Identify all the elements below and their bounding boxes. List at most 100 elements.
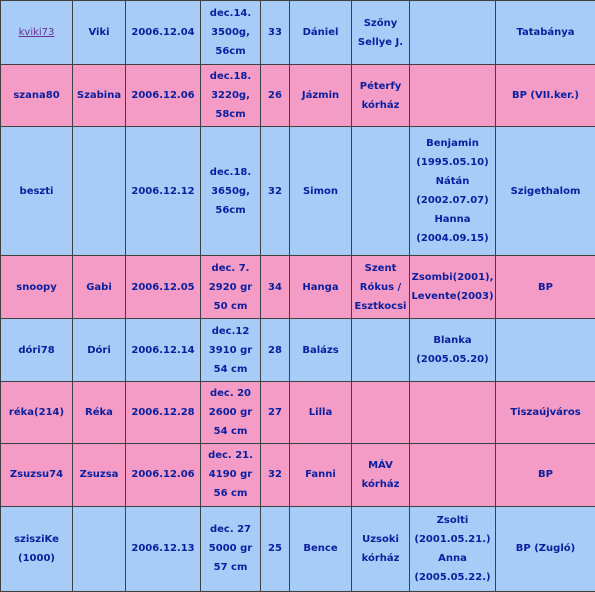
siblings-line: Hanna bbox=[434, 214, 471, 226]
baby-line: 56 cm bbox=[213, 488, 248, 500]
table-row: Zsuzsu74 Zsuzsa 2006.12.06 dec. 21. 4190 gr 5… bbox=[0, 442, 595, 507]
name-cell bbox=[72, 505, 126, 592]
siblings-line: Zsombi(2001), bbox=[411, 272, 494, 284]
table-row: réka(214) Réka 2006.12.28 dec. 20 2600 gr 54 … bbox=[0, 380, 595, 444]
baby-cell: dec.12 3910 gr 54 cm bbox=[200, 318, 261, 382]
baby-line: 56cm bbox=[215, 204, 246, 216]
user-cell: szana80 bbox=[0, 64, 73, 128]
hospital-line: kórház bbox=[361, 552, 400, 564]
user-cell: dóri78 bbox=[0, 318, 73, 382]
hospital-line: Uzsoki bbox=[362, 533, 399, 545]
siblings-line: Levente(2003) bbox=[411, 291, 494, 303]
baby-line: 3650g, bbox=[211, 185, 250, 197]
baby-cell: dec.18. 3220g, 58cm bbox=[200, 64, 261, 128]
baby-line: dec.18. bbox=[209, 166, 252, 178]
date-cell: 2006.12.06 bbox=[125, 64, 201, 128]
name-cell bbox=[72, 126, 126, 257]
baby-line: dec. 20 bbox=[209, 387, 252, 399]
baby-line: 54 cm bbox=[213, 425, 248, 437]
date-cell: 2006.12.06 bbox=[125, 442, 201, 507]
baby-line: 3220g, bbox=[211, 90, 250, 102]
child-name-cell: Bence bbox=[289, 505, 352, 592]
baby-cell: dec. 7. 2920 gr 50 cm bbox=[200, 255, 261, 320]
user-cell: beszti bbox=[0, 126, 73, 257]
hospital-line: kórház bbox=[361, 478, 400, 490]
child-name-cell: Fanni bbox=[289, 442, 352, 507]
siblings-line: (2005.05.20) bbox=[416, 354, 489, 366]
child-name-cell: Jázmin bbox=[289, 64, 352, 128]
age-cell: 33 bbox=[260, 0, 290, 66]
child-name-cell: Simon bbox=[289, 126, 352, 257]
table-row: szisziKe (1000) 2006.12.13 dec. 27 5000 gr 5… bbox=[0, 505, 595, 592]
hospital-line: Szent bbox=[364, 262, 397, 274]
age-cell: 28 bbox=[260, 318, 290, 382]
child-name-cell: Balázs bbox=[289, 318, 352, 382]
user-profile-link[interactable]: kviki73 bbox=[18, 27, 55, 39]
city-cell bbox=[495, 318, 595, 382]
baby-cell: dec. 20 2600 gr 54 cm bbox=[200, 380, 261, 444]
siblings-cell: Zsolti (2001.05.21.) Anna (2005.05.22.) bbox=[409, 505, 496, 592]
table-row: beszti 2006.12.12 dec.18. 3650g, 56cm 32 Simon… bbox=[0, 126, 595, 257]
baby-line: 2600 gr bbox=[208, 406, 253, 418]
name-cell: Réka bbox=[72, 380, 126, 444]
table-row: szana80 Szabina 2006.12.06 dec.18. 3220g, 58c… bbox=[0, 64, 595, 128]
city-cell: Szigethalom bbox=[495, 126, 595, 257]
date-cell: 2006.12.14 bbox=[125, 318, 201, 382]
hospital-cell bbox=[351, 318, 410, 382]
date-cell: 2006.12.28 bbox=[125, 380, 201, 444]
hospital-cell: Uzsoki kórház bbox=[351, 505, 410, 592]
table-row: kviki73 Viki 2006.12.04 dec.14. 3500g, 56cm 33… bbox=[0, 0, 595, 66]
baby-cell: dec. 21. 4190 gr 56 cm bbox=[200, 442, 261, 507]
baby-line: dec. 7. bbox=[211, 262, 250, 274]
hospital-cell: Péterfy kórház bbox=[351, 64, 410, 128]
age-cell: 25 bbox=[260, 505, 290, 592]
siblings-line: (2005.05.22.) bbox=[414, 571, 491, 583]
child-name-cell: Hanga bbox=[289, 255, 352, 320]
baby-line: 54 cm bbox=[213, 363, 248, 375]
siblings-line: Anna bbox=[438, 552, 467, 564]
age-cell: 34 bbox=[260, 255, 290, 320]
name-cell: Zsuzsa bbox=[72, 442, 126, 507]
hospital-line: kórház bbox=[361, 99, 400, 111]
siblings-cell: Benjamin (1995.05.10) Nátán (2002.07.07) Han… bbox=[409, 126, 496, 257]
siblings-cell bbox=[409, 442, 496, 507]
siblings-line: Blanka bbox=[433, 335, 472, 347]
name-cell: Szabina bbox=[72, 64, 126, 128]
name-cell: Viki bbox=[72, 0, 126, 66]
user-cell: Zsuzsu74 bbox=[0, 442, 73, 507]
baby-line: 58cm bbox=[215, 109, 246, 121]
city-cell: BP (Zugló) bbox=[495, 505, 595, 592]
hospital-line: Péterfy bbox=[359, 80, 402, 92]
baby-line: 2920 gr bbox=[208, 281, 253, 293]
siblings-cell bbox=[409, 0, 496, 66]
table-row: dóri78 Dóri 2006.12.14 dec.12 3910 gr 54 cm 28… bbox=[0, 318, 595, 382]
city-cell: BP bbox=[495, 255, 595, 320]
baby-line: 56cm bbox=[215, 46, 246, 58]
date-cell: 2006.12.13 bbox=[125, 505, 201, 592]
siblings-line: (2004.09.15) bbox=[416, 233, 489, 245]
baby-line: dec. 21. bbox=[208, 450, 253, 462]
date-cell: 2006.12.05 bbox=[125, 255, 201, 320]
city-cell: Tatabánya bbox=[495, 0, 595, 66]
hospital-line: Esztkocsi bbox=[354, 300, 407, 312]
baby-cell: dec.14. 3500g, 56cm bbox=[200, 0, 261, 66]
age-cell: 32 bbox=[260, 126, 290, 257]
name-cell: Dóri bbox=[72, 318, 126, 382]
age-cell: 32 bbox=[260, 442, 290, 507]
hospital-line: Szőny bbox=[363, 17, 398, 29]
baby-line: dec.12 bbox=[211, 325, 250, 337]
hospital-cell bbox=[351, 380, 410, 444]
hospital-cell bbox=[351, 126, 410, 257]
age-cell: 26 bbox=[260, 64, 290, 128]
baby-cell: dec.18. 3650g, 56cm bbox=[200, 126, 261, 257]
hospital-line: MÁV bbox=[368, 459, 393, 471]
user-cell: kviki73 bbox=[0, 0, 73, 66]
baby-line: 57 cm bbox=[213, 562, 248, 574]
child-name-cell: Dániel bbox=[289, 0, 352, 66]
siblings-cell bbox=[409, 380, 496, 444]
siblings-line: (2001.05.21.) bbox=[414, 533, 491, 545]
siblings-line: Benjamin bbox=[426, 138, 479, 150]
siblings-cell: Zsombi(2001), Levente(2003) bbox=[409, 255, 496, 320]
